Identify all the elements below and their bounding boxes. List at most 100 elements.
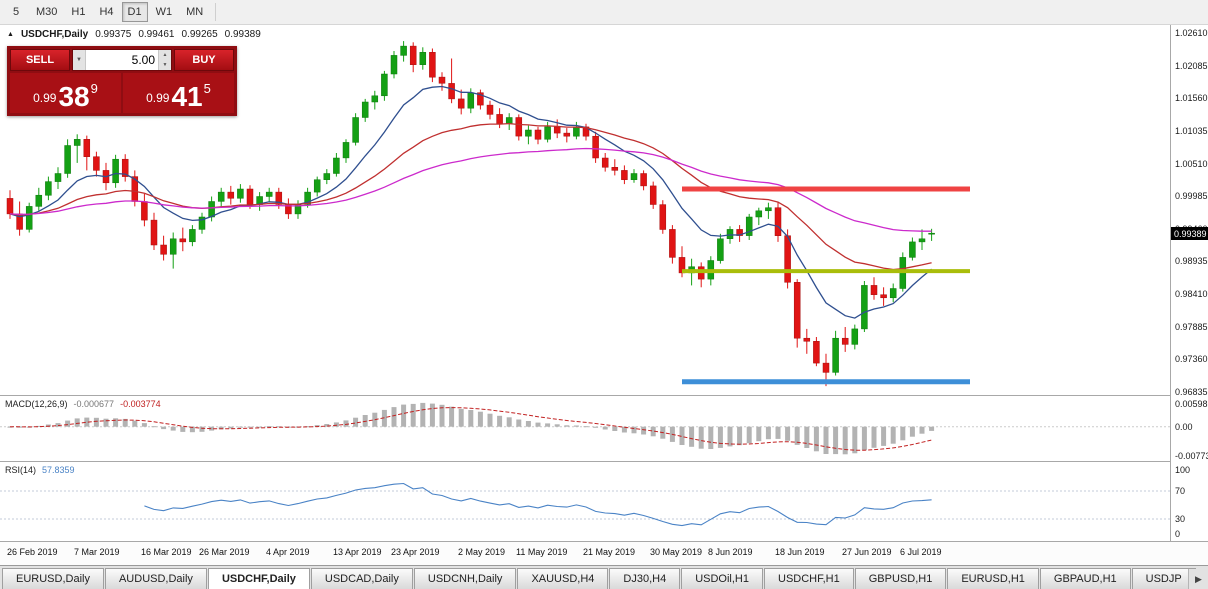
ask-price-display[interactable]: 0.99 41 5: [123, 73, 234, 113]
price-axis-label: 0.97885: [1175, 322, 1208, 332]
time-axis-label: 6 Jul 2019: [900, 547, 942, 557]
bid-price-display[interactable]: 0.99 38 9: [10, 73, 121, 113]
lot-step-down-icon[interactable]: ▼: [159, 60, 171, 70]
rsi-value: 57.8359: [42, 465, 75, 475]
tab-scroll-right-icon[interactable]: ▶: [1188, 569, 1208, 589]
chart-low-value: 0.99265: [181, 29, 218, 40]
time-axis-label: 26 Feb 2019: [7, 547, 58, 557]
price-axis-label: 0.98410: [1175, 289, 1208, 299]
one-click-trading-panel: SELL ▼ 5.00 ▲ ▼ BUY 0.99 38 9: [7, 46, 237, 116]
rsi-panel-divider[interactable]: [0, 461, 1170, 462]
timeframe-button-h1[interactable]: H1: [71, 6, 86, 18]
rsi-axis-label: 30: [1175, 514, 1186, 524]
bid-price-big: 38: [58, 81, 90, 113]
time-axis-label: 27 Jun 2019: [842, 547, 892, 557]
rsi-axis-label: 100: [1175, 465, 1191, 475]
chart-tab-usdcad-daily[interactable]: USDCAD,Daily: [310, 568, 413, 589]
rsi-axis-label: 70: [1175, 486, 1186, 496]
buy-button[interactable]: BUY: [174, 49, 234, 71]
chart-tabs-bar: EURUSD,Daily AUDUSD,Daily USDCHF,Daily USDC…: [0, 565, 1208, 589]
price-axis-label: 0.99985: [1175, 191, 1208, 201]
timeframe-button-h4[interactable]: H4: [99, 6, 114, 18]
price-axis-label: 1.01560: [1175, 93, 1208, 103]
macd-title: MACD(12,26,9): [5, 399, 68, 409]
chart-ohlc-header: ▲ USDCHF,Daily 0.99375 0.99461 0.99265 0…: [7, 29, 261, 40]
toolbar-separator: [215, 3, 217, 21]
macd-signal-line: [9, 407, 932, 451]
price-axis-label: 1.00510: [1175, 159, 1208, 169]
current-price-tag: 0.99389: [1171, 227, 1208, 240]
rsi-chart-canvas[interactable]: [0, 462, 1170, 540]
macd-signal-value: -0.003774: [120, 399, 161, 409]
timeframe-button-5[interactable]: 5: [12, 6, 20, 18]
time-axis-label: 8 Jun 2019: [708, 547, 753, 557]
timeframe-button-m30[interactable]: M30: [36, 6, 58, 18]
ask-price-sup: 5: [203, 81, 211, 96]
time-axis-label: 4 Apr 2019: [266, 547, 310, 557]
chart-symbol-label: USDCHF,Daily: [20, 29, 89, 40]
chart-close-value: 0.99389: [224, 29, 261, 40]
timeframe-button-d1[interactable]: D1: [121, 2, 148, 22]
lot-step-up-icon[interactable]: ▲: [159, 50, 171, 60]
chart-tab-eurusd-h1[interactable]: EURUSD,H1: [947, 568, 1039, 589]
lot-dropdown-icon[interactable]: ▼: [73, 50, 86, 70]
lot-stepper: ▲ ▼: [158, 50, 171, 70]
price-axis-label: 1.02610: [1175, 28, 1208, 38]
chart-high-value: 0.99461: [138, 29, 175, 40]
chart-tab-usdchf-h1[interactable]: USDCHF,H1: [764, 568, 854, 589]
chart-tab-usdjp[interactable]: USDJP: [1131, 568, 1196, 589]
chart-tab-gbpaud-h1[interactable]: GBPAUD,H1: [1039, 568, 1131, 589]
chart-tab-usdcnh-daily[interactable]: USDCNH,Daily: [413, 568, 517, 589]
chart-tab-eurusd-daily[interactable]: EURUSD,Daily: [2, 568, 104, 589]
timeframe-button-mn[interactable]: MN: [186, 6, 204, 18]
rsi-axis-label: 0: [1175, 529, 1181, 539]
chart-open-value: 0.99375: [95, 29, 132, 40]
chart-tab-dj30-h4[interactable]: DJ30,H4: [609, 568, 681, 589]
price-axis[interactable]: 1.02610 1.02085 1.01560 1.01035 1.00510 0.999…: [1170, 25, 1208, 541]
time-axis-label: 11 May 2019: [516, 547, 568, 557]
rsi-line: [144, 482, 932, 527]
time-axis-label: 26 Mar 2019: [199, 547, 250, 557]
timeframe-button-w1[interactable]: W1: [155, 6, 173, 18]
bid-price-prefix: 0.99: [33, 91, 57, 105]
rsi-title: RSI(14): [5, 465, 37, 475]
macd-chart-canvas[interactable]: [0, 396, 1170, 461]
time-axis-label: 7 Mar 2019: [74, 547, 120, 557]
chart-tab-xauusd-h4[interactable]: XAUUSD,H4: [517, 568, 609, 589]
time-axis-label: 2 May 2019: [458, 547, 506, 557]
macd-header: MACD(12,26,9) -0.000677 -0.003774: [5, 399, 161, 409]
time-axis-label: 16 Mar 2019: [141, 547, 192, 557]
time-axis-label: 30 May 2019: [650, 547, 703, 557]
price-axis-label: 1.02085: [1175, 61, 1208, 71]
price-axis-label: 0.96835: [1175, 387, 1208, 397]
rsi-header: RSI(14) 57.8359: [5, 465, 75, 475]
time-axis-label: 18 Jun 2019: [775, 547, 825, 557]
chart-tab-audusd-daily[interactable]: AUDUSD,Daily: [104, 568, 207, 589]
bid-price-sup: 9: [90, 81, 98, 96]
lot-size-input[interactable]: 5.00: [131, 53, 155, 67]
ma-line-fast: [9, 85, 933, 319]
price-axis-label: 0.97360: [1175, 354, 1208, 364]
macd-panel-divider[interactable]: [0, 395, 1170, 396]
chart-tab-usdchf-daily[interactable]: USDCHF,Daily: [207, 568, 310, 589]
ask-price-big: 41: [171, 81, 203, 113]
macd-axis-label: -0.00773: [1175, 451, 1208, 461]
chart-tab-usdoil-h1[interactable]: USDOil,H1: [681, 568, 763, 589]
time-axis-label: 23 Apr 2019: [391, 547, 440, 557]
price-axis-label: 1.01035: [1175, 126, 1208, 136]
time-axis-label: 13 Apr 2019: [333, 547, 382, 557]
candlesticks: [6, 41, 935, 387]
macd-axis-label: 0.00: [1175, 422, 1193, 432]
chart-direction-icon: ▲: [7, 31, 14, 38]
chart-area: ▲ USDCHF,Daily 0.99375 0.99461 0.99265 0…: [0, 25, 1170, 565]
ask-price-prefix: 0.99: [146, 91, 170, 105]
time-axis-label: 21 May 2019: [583, 547, 636, 557]
macd-histogram: [7, 402, 935, 455]
ma-line-medium: [9, 122, 932, 271]
sell-button[interactable]: SELL: [10, 49, 70, 71]
time-axis[interactable]: 26 Feb 2019 7 Mar 2019 16 Mar 2019 26 Mar 2…: [0, 541, 1208, 565]
timeframe-toolbar: 5 M30 H1 H4 D1 W1 MN: [0, 0, 1208, 25]
chart-tab-gbpusd-h1[interactable]: GBPUSD,H1: [854, 568, 947, 589]
ma-line-slow: [9, 147, 932, 232]
